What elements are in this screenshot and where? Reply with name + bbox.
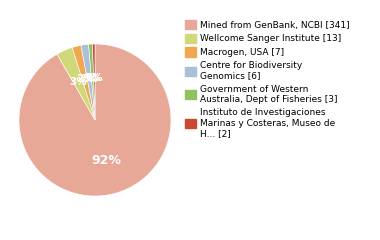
Text: 2%: 2% <box>81 74 98 84</box>
Legend: Mined from GenBank, NCBI [341], Wellcome Sanger Institute [13], Macrogen, USA [7: Mined from GenBank, NCBI [341], Wellcome… <box>185 20 350 138</box>
Wedge shape <box>57 48 95 120</box>
Wedge shape <box>72 45 95 120</box>
Wedge shape <box>92 44 95 120</box>
Text: 1%: 1% <box>84 73 101 83</box>
Wedge shape <box>81 44 95 120</box>
Text: 92%: 92% <box>91 154 121 167</box>
Text: 2%: 2% <box>76 74 94 84</box>
Wedge shape <box>19 44 171 196</box>
Text: 3%: 3% <box>69 77 87 87</box>
Text: 1%: 1% <box>86 73 103 83</box>
Wedge shape <box>89 44 95 120</box>
